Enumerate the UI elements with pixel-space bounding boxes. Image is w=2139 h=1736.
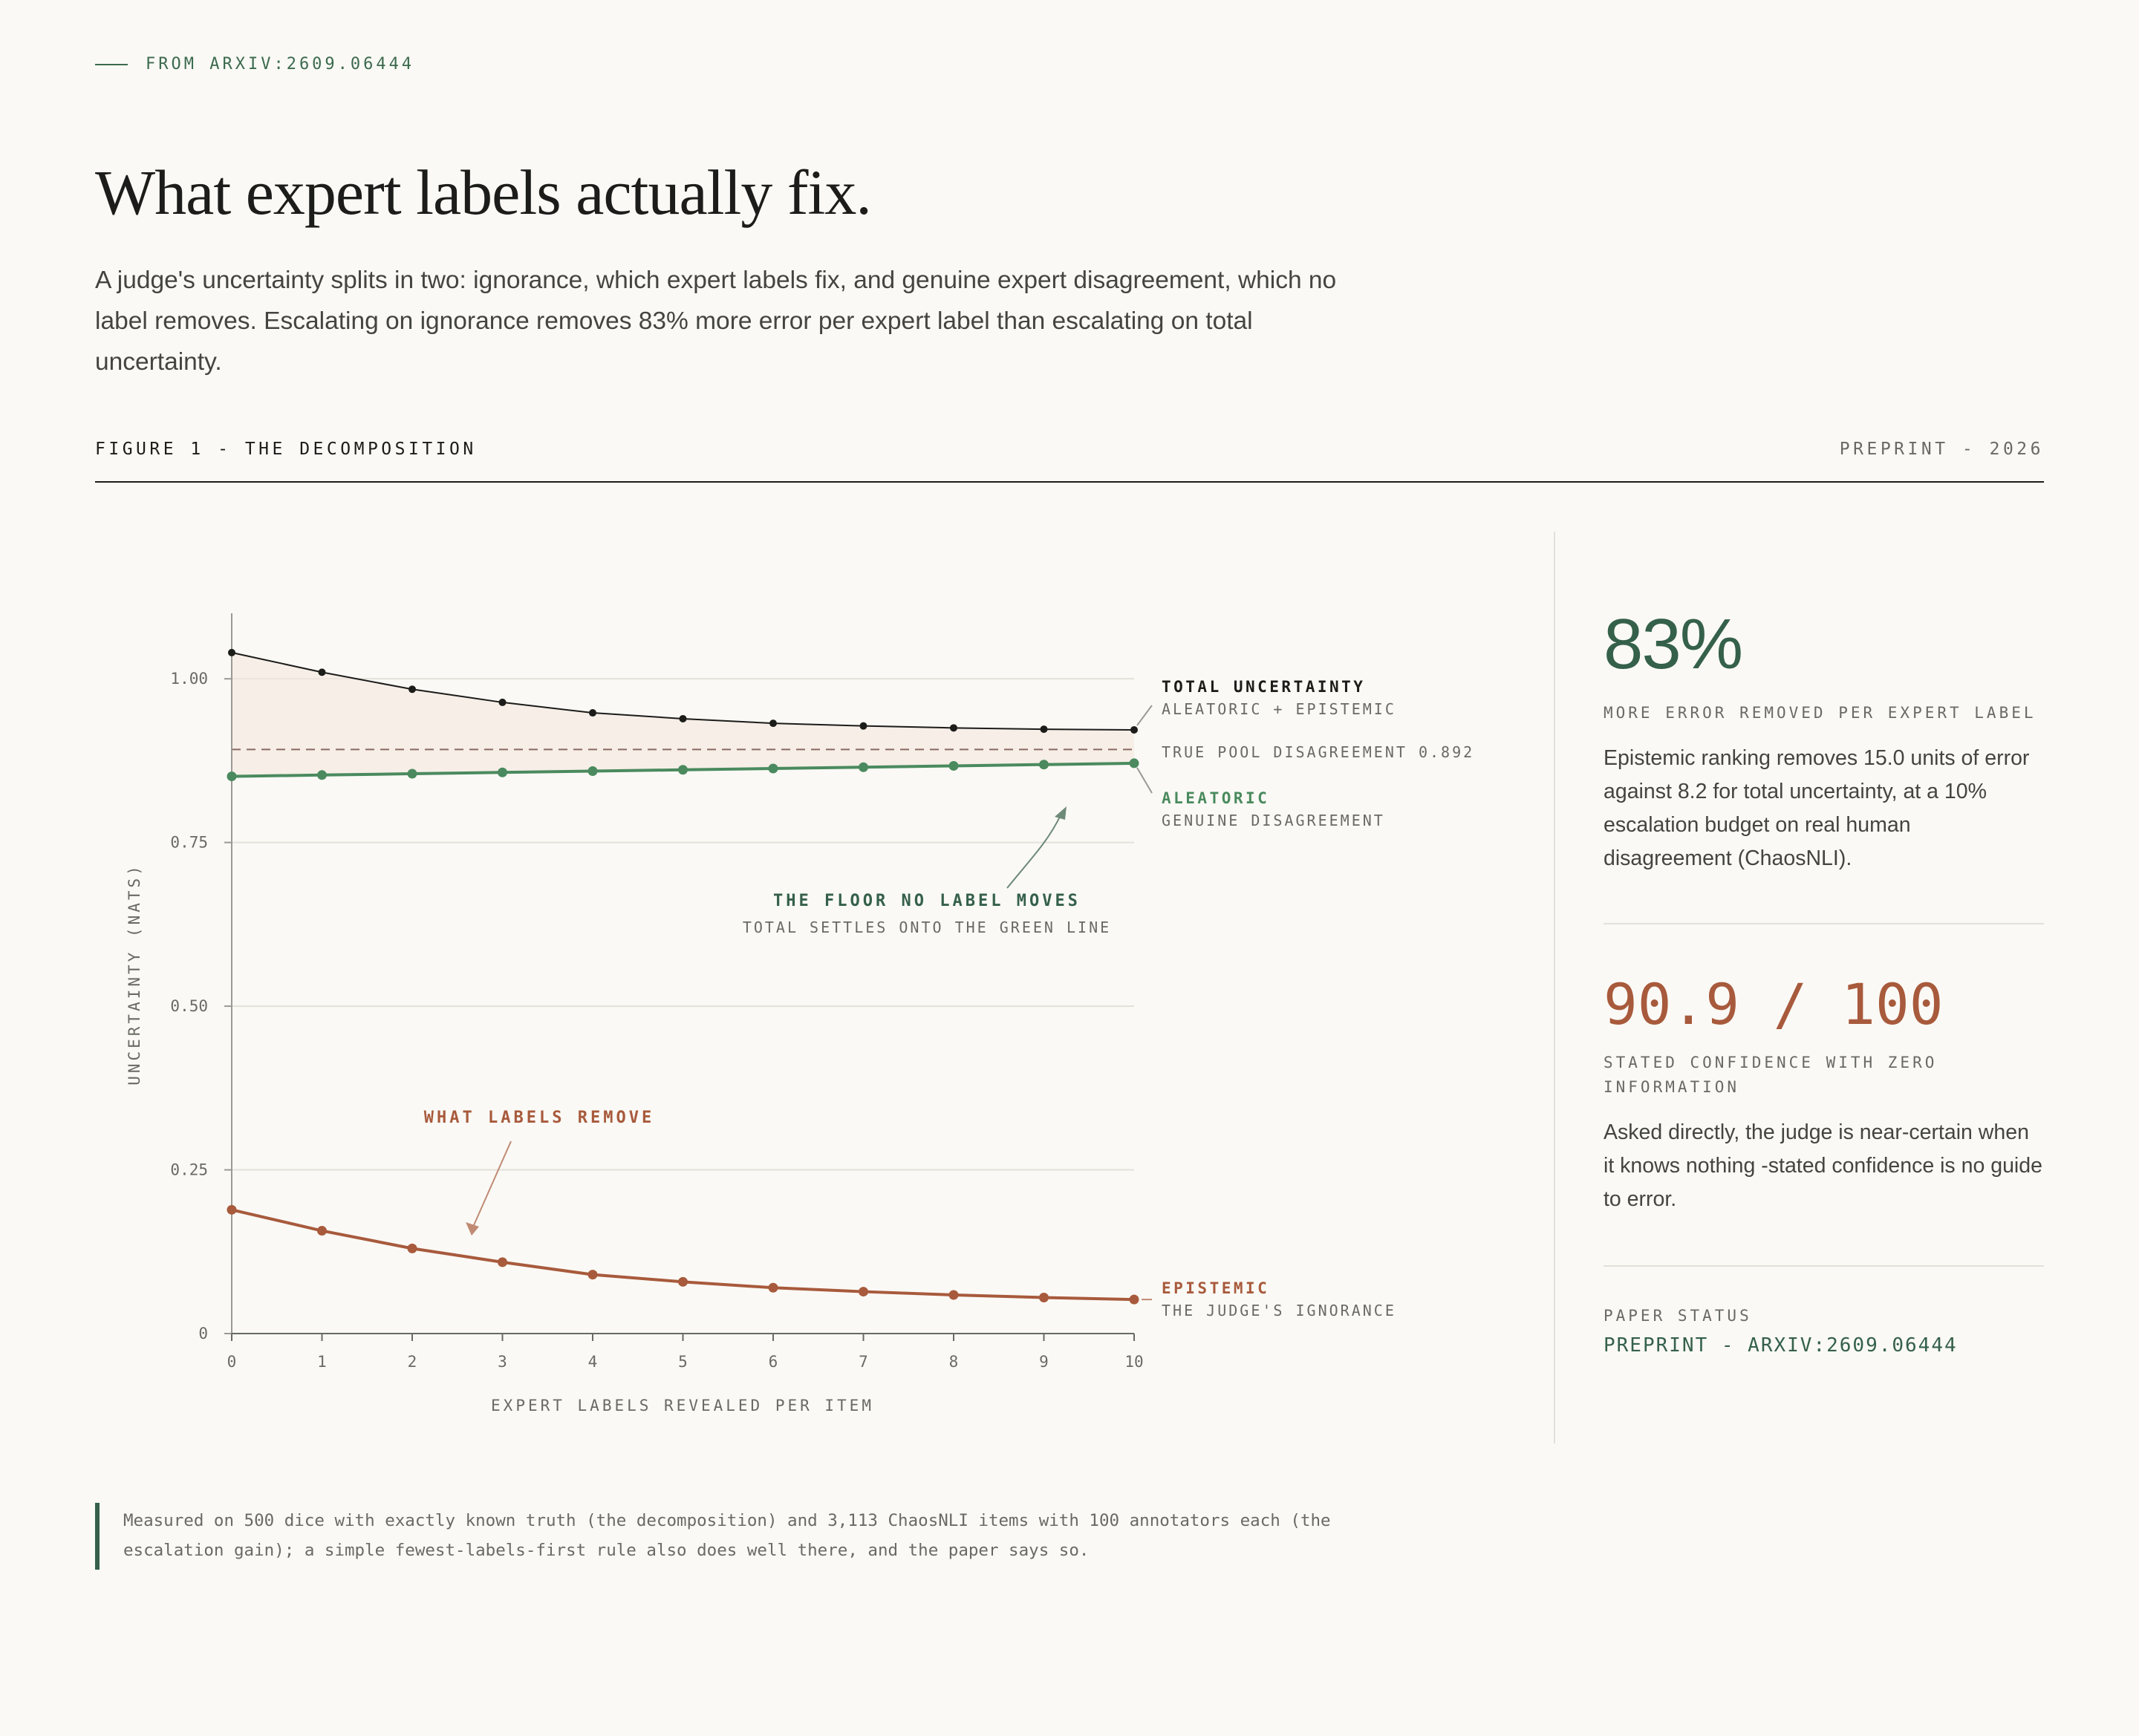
floor-annotation-arrow <box>1006 815 1061 889</box>
y-axis-title: UNCERTAINTY (NATS) <box>126 863 143 1086</box>
total-data-point <box>769 719 777 728</box>
epistemic-data-point <box>407 1243 417 1253</box>
total-data-point <box>1130 725 1138 734</box>
sidebar-rule <box>1604 1265 2044 1267</box>
aleatoric-data-point <box>498 767 507 777</box>
figure-status: PREPRINT - 2026 <box>1839 440 2044 459</box>
remove-annotation-arrowhead <box>466 1222 479 1236</box>
aleatoric-data-point <box>768 763 778 774</box>
total-data-point <box>859 722 867 730</box>
series-layer <box>227 648 1139 1305</box>
sidebar-rule <box>1604 923 2044 924</box>
total-label-leader <box>1136 705 1153 726</box>
epistemic-data-point <box>587 1270 598 1280</box>
paper-status-label: PAPER STATUS <box>1604 1307 1752 1325</box>
total-data-point <box>1040 725 1048 734</box>
total-data-point <box>498 698 507 706</box>
footnote-text: Measured on 500 dice with exactly known … <box>123 1511 1331 1560</box>
page-subtitle: A judge's uncertainty splits in two: ign… <box>95 267 1337 376</box>
epistemic-data-point <box>227 1204 237 1215</box>
figure-header: FIGURE 1 - THE DECOMPOSITION PREPRINT - … <box>95 440 2044 483</box>
floor-annotation-arrowhead <box>1055 806 1067 820</box>
total-data-point <box>950 724 957 732</box>
x-tick-label: 8 <box>949 1353 959 1371</box>
floor-annotation-title: THE FLOOR NO LABEL MOVES <box>773 892 1081 910</box>
paper-status-value: PREPRINT - ARXIV:2609.06444 <box>1604 1334 1958 1357</box>
aleatoric-data-point <box>678 765 688 775</box>
x-axis-title: EXPERT LABELS REVEALED PER ITEM <box>491 1397 874 1414</box>
stat-error-removed-body: Epistemic ranking removes 15.0 units of … <box>1604 746 2030 870</box>
epistemic-series-sublabel: THE JUDGE'S IGNORANCE <box>1162 1302 1396 1319</box>
epistemic-data-point <box>1039 1293 1049 1302</box>
aleatoric-data-point <box>948 760 959 771</box>
total-data-point <box>228 648 235 656</box>
y-tick-label: 0.75 <box>170 834 208 852</box>
stat-confidence-value: 90.9 / 100 <box>1604 971 1944 1037</box>
decomposition-chart: 0 0.25 0.50 0.75 1.00 0 1 2 3 4 5 6 7 8 9 10 UNCERTAINT… <box>126 613 1474 1414</box>
label-leaders <box>1136 705 1153 1301</box>
y-tick-label: 0.25 <box>170 1161 208 1179</box>
epistemic-data-point <box>498 1257 507 1267</box>
y-tick-label: 0 <box>198 1325 208 1342</box>
aleatoric-data-point <box>1129 758 1139 769</box>
epistemic-data-point <box>678 1276 688 1287</box>
epistemic-data-point <box>768 1282 778 1293</box>
stats-sidebar: 83% MORE ERROR REMOVED PER EXPERT LABEL … <box>1604 609 2044 1357</box>
x-tick-label: 3 <box>498 1353 507 1371</box>
aleatoric-series-label: ALEATORIC <box>1162 789 1269 807</box>
aleatoric-data-point <box>859 762 868 772</box>
aleatoric-data-point <box>227 771 237 782</box>
total-data-point <box>589 709 596 717</box>
methods-footnote: Measured on 500 dice with exactly known … <box>95 1503 1432 1570</box>
source-eyebrow: FROM ARXIV:2609.06444 <box>95 55 414 74</box>
y-tick-label: 1.00 <box>170 670 208 688</box>
x-tick-label: 1 <box>317 1353 327 1371</box>
grid-layer <box>232 678 1134 1171</box>
aleatoric-data-point <box>587 766 598 777</box>
total-data-point <box>318 668 326 676</box>
eyebrow-text: FROM ARXIV:2609.06444 <box>146 55 415 74</box>
x-tick-label: 2 <box>408 1353 417 1371</box>
total-series-sublabel: ALEATORIC + EPISTEMIC <box>1162 700 1396 718</box>
x-tick-label: 6 <box>769 1353 778 1371</box>
aleatoric-data-point <box>1039 760 1049 770</box>
epistemic-data-point <box>859 1287 868 1297</box>
reference-line-label: TRUE POOL DISAGREEMENT 0.892 <box>1162 743 1474 761</box>
x-tick-label: 0 <box>227 1353 237 1371</box>
aleatoric-label-leader <box>1136 767 1153 794</box>
remove-annotation-arrow <box>473 1141 512 1226</box>
total-series-label: TOTAL UNCERTAINTY <box>1162 678 1365 696</box>
total-data-point <box>408 685 416 694</box>
x-tick-label: 4 <box>588 1353 598 1371</box>
figure-label: FIGURE 1 - THE DECOMPOSITION <box>95 440 477 459</box>
page-title: What expert labels actually fix. <box>95 157 872 228</box>
remove-annotation-label: WHAT LABELS REMOVE <box>424 1109 654 1127</box>
epistemic-gap-area <box>232 652 1134 777</box>
epistemic-data-point <box>948 1290 959 1300</box>
column-divider <box>1554 532 1555 1443</box>
aleatoric-data-point <box>407 769 417 779</box>
x-tick-label: 9 <box>1039 1353 1049 1371</box>
x-tick-label: 10 <box>1124 1353 1143 1371</box>
stat-error-removed-caption: MORE ERROR REMOVED PER EXPERT LABEL <box>1604 704 2037 722</box>
floor-annotation-subtitle: TOTAL SETTLES ONTO THE GREEN LINE <box>743 918 1111 936</box>
aleatoric-series-sublabel: GENUINE DISAGREEMENT <box>1162 812 1385 829</box>
epistemic-series-label: EPISTEMIC <box>1162 1279 1269 1297</box>
epistemic-data-point <box>1129 1294 1139 1305</box>
y-tick-label: 0.50 <box>170 997 208 1015</box>
aleatoric-data-point <box>317 770 327 780</box>
stat-confidence-body: Asked directly, the judge is near-certai… <box>1604 1120 2042 1211</box>
eyebrow-rule <box>95 63 128 65</box>
x-tick-label: 5 <box>678 1353 688 1371</box>
epistemic-data-point <box>317 1226 327 1236</box>
stat-confidence-caption: STATED CONFIDENCE WITH ZERO INFORMATION <box>1604 1054 1938 1096</box>
total-data-point <box>679 714 687 722</box>
x-tick-label: 7 <box>859 1353 868 1371</box>
stat-error-removed-value: 83% <box>1604 604 1743 684</box>
